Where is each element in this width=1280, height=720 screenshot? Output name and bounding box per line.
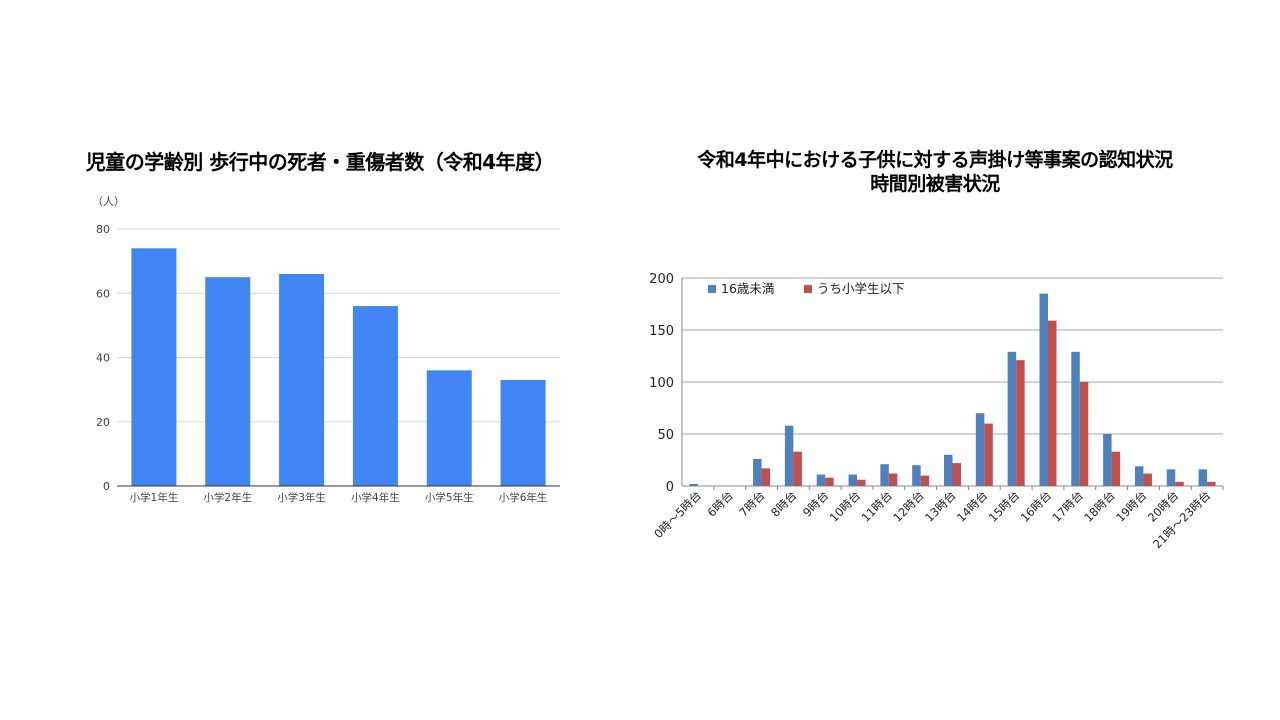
x-tick-label: 6時台 <box>705 488 736 519</box>
bar-series1 <box>848 474 858 486</box>
x-tick-label: 14時台 <box>954 488 991 525</box>
bar-series2 <box>1111 451 1121 486</box>
y-tick-label: 200 <box>649 272 674 287</box>
bar-series1 <box>912 465 921 486</box>
bar-series1 <box>1071 351 1080 486</box>
bar-series1 <box>1103 434 1112 486</box>
bar-series2 <box>1207 481 1216 486</box>
bar-series2 <box>984 423 993 486</box>
y-tick-label: 60 <box>96 287 110 300</box>
x-tick-label: 8時台 <box>768 488 799 519</box>
bar-series1 <box>689 483 698 486</box>
left-bar-chart: （人） 0 20 40 60 80 小学1年生 小学2年生 小学3年生 小学4年生 小学5年生 小学6… <box>92 195 560 504</box>
bar-series1 <box>1039 293 1048 486</box>
bar <box>205 277 251 486</box>
x-tick-label: 小学5年生 <box>425 491 474 504</box>
bar-series2 <box>1079 382 1089 486</box>
x-tick-label: 小学2年生 <box>203 491 252 504</box>
x-tick-label: 11時台 <box>858 488 895 525</box>
bar-series1 <box>1166 469 1176 486</box>
bar-series2 <box>888 473 898 486</box>
bar-series2 <box>761 468 771 486</box>
bar <box>500 379 546 486</box>
y-tick-label: 150 <box>649 324 674 339</box>
x-tick-label: 12時台 <box>890 488 927 525</box>
bar-series1 <box>1198 469 1208 486</box>
bar-series2 <box>920 475 930 486</box>
right-chart-title-line2: 時間別被害状況 <box>870 173 1000 195</box>
x-tick-label: 18時台 <box>1081 488 1118 525</box>
y-unit-label: （人） <box>92 195 125 208</box>
right-chart-title: 令和4年中における子供に対する声掛け等事案の認知状況 時間別被害状況 <box>655 148 1215 196</box>
x-tick-label: 19時台 <box>1113 488 1150 525</box>
left-chart-title: 児童の学齢別 歩行中の死者・重傷者数（令和4年度） <box>85 150 555 174</box>
x-tick-label: 小学1年生 <box>130 491 179 504</box>
legend-label: うち小学生以下 <box>817 281 905 296</box>
bar <box>279 273 325 486</box>
bar-series1 <box>880 464 889 486</box>
bar-series1 <box>975 413 985 486</box>
bar-series2 <box>1016 360 1025 486</box>
bar-series1 <box>784 425 794 486</box>
bar <box>352 306 398 486</box>
bar-series2 <box>1143 473 1152 486</box>
right-chart-title-line1: 令和4年中における子供に対する声掛け等事案の認知状況 <box>697 149 1173 171</box>
x-tick-label: 13時台 <box>922 488 959 525</box>
y-tick-label: 40 <box>96 352 110 365</box>
bar-series2 <box>793 451 802 486</box>
bar-series1 <box>753 458 762 486</box>
legend-swatch <box>708 285 716 293</box>
x-tick-label: 小学3年生 <box>277 491 326 504</box>
x-tick-label: 15時台 <box>986 488 1023 525</box>
y-tick-label: 0 <box>666 480 674 495</box>
y-tick-label: 20 <box>96 416 110 429</box>
bar-series1 <box>944 454 953 486</box>
bar-series1 <box>1134 466 1144 486</box>
x-tick-label: 17時台 <box>1049 488 1086 525</box>
bar-series1 <box>816 474 826 486</box>
y-tick-label: 50 <box>657 428 674 443</box>
bar-series2 <box>857 479 866 486</box>
bar <box>426 370 472 486</box>
y-tick-label: 80 <box>96 223 110 236</box>
bar-series1 <box>1007 351 1017 486</box>
legend-label: 16歳未満 <box>721 281 774 296</box>
y-tick-label: 0 <box>103 480 110 493</box>
y-tick-label: 100 <box>649 376 674 391</box>
bar-series2 <box>1047 320 1057 486</box>
bar-series2 <box>825 477 834 486</box>
x-tick-label: 7時台 <box>736 488 767 519</box>
bar-series2 <box>1175 481 1184 486</box>
bar-series2 <box>952 463 961 486</box>
x-tick-label: 16時台 <box>1018 488 1055 525</box>
x-tick-label: 小学6年生 <box>499 491 548 504</box>
legend-swatch <box>804 285 812 293</box>
x-tick-label: 0時～5時台 <box>651 488 704 541</box>
x-tick-label: 小学4年生 <box>351 491 400 504</box>
bar <box>131 248 177 486</box>
x-tick-label: 10時台 <box>827 488 864 525</box>
